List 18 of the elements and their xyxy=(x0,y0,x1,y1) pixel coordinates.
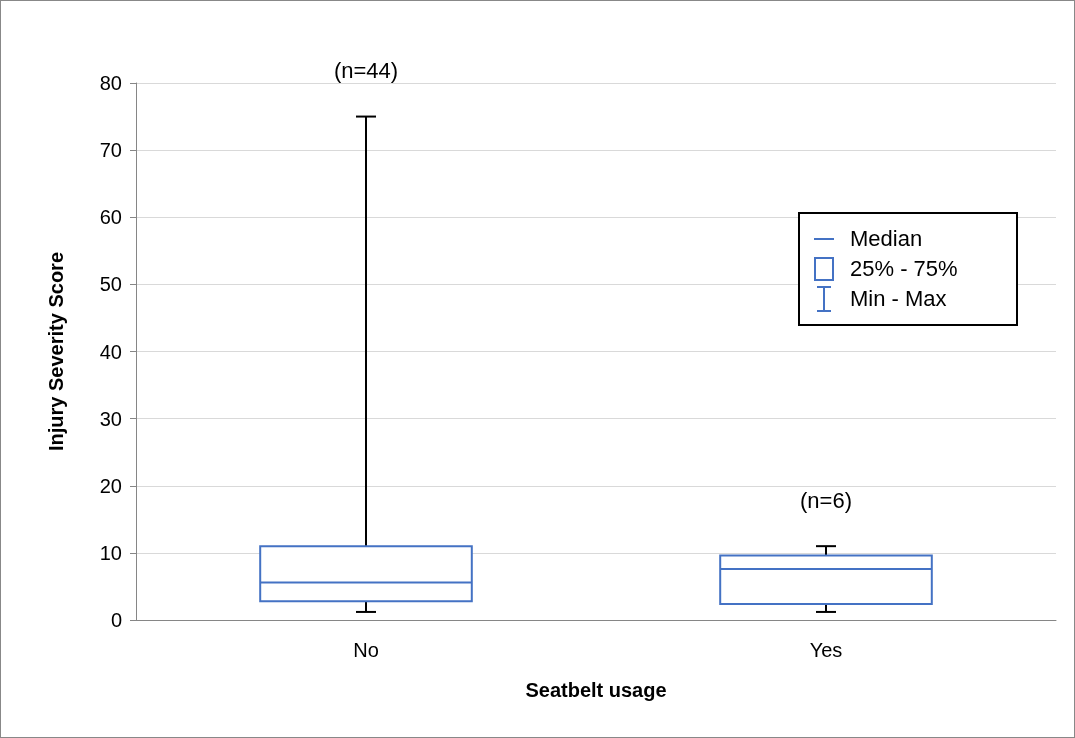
y-tick-label: 0 xyxy=(110,609,122,631)
y-tick-label: 20 xyxy=(99,474,122,497)
annotation: Min - Max xyxy=(850,286,947,312)
y-tick-label: 70 xyxy=(99,139,122,162)
x-tick-label: No xyxy=(353,639,379,661)
y-tick-label: 60 xyxy=(99,206,122,229)
y-tick-label: 50 xyxy=(99,273,122,296)
y-axis-title: Injury Severity Score xyxy=(45,252,67,451)
x-tick-label: Yes xyxy=(809,639,843,661)
y-tick-label: 80 xyxy=(99,72,122,94)
x-axis-title: Seatbelt usage xyxy=(525,679,667,701)
y-tick-label: 10 xyxy=(99,541,122,564)
y-tick-label: 30 xyxy=(99,407,122,430)
y-tick-label: 40 xyxy=(99,340,122,363)
annotation: 25% - 75% xyxy=(850,256,958,282)
annotation: (n=6) xyxy=(800,487,852,513)
annotation: Median xyxy=(850,226,923,252)
text: (n=44) xyxy=(333,58,399,84)
